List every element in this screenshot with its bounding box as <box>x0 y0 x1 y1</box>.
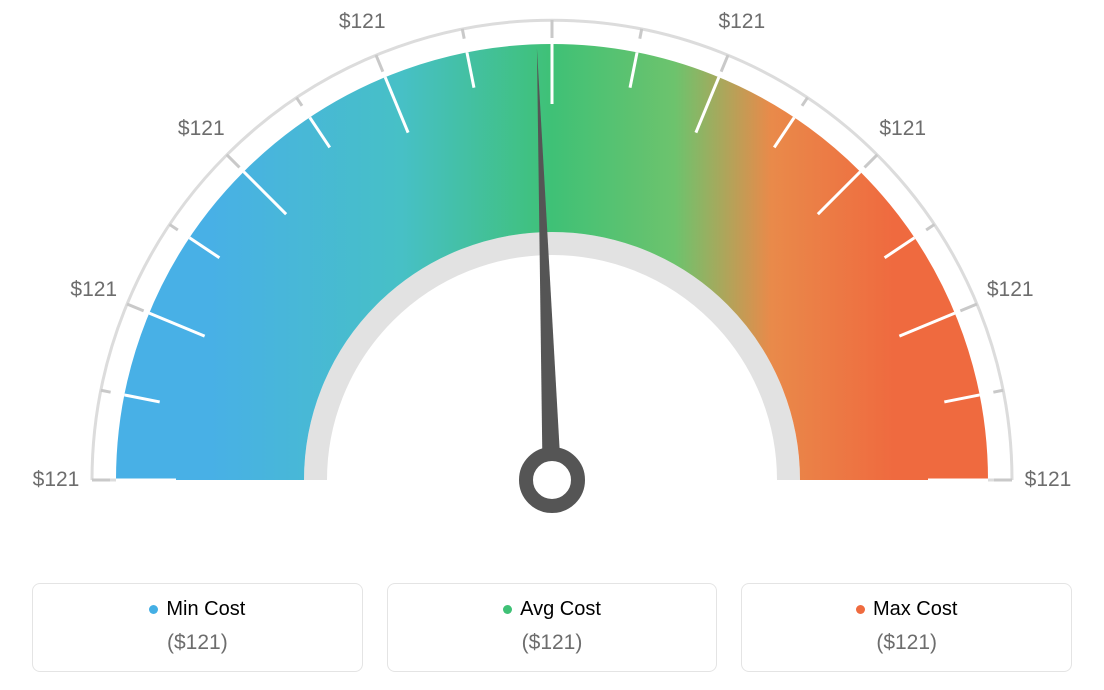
legend-label: Avg Cost <box>520 598 601 621</box>
gauge-tick-label: $121 <box>70 278 117 302</box>
legend-card-avg: Avg Cost ($121) <box>387 583 718 672</box>
legend-label: Max Cost <box>873 598 957 621</box>
legend-title-min: Min Cost <box>149 598 245 621</box>
gauge-tick-label: $121 <box>178 117 225 141</box>
gauge-svg <box>0 0 1104 570</box>
legend-title-avg: Avg Cost <box>503 598 601 621</box>
dot-icon <box>503 605 512 614</box>
legend-value: ($121) <box>742 631 1071 655</box>
legend-row: Min Cost ($121) Avg Cost ($121) Max Cost… <box>32 583 1072 672</box>
legend-label: Min Cost <box>166 598 245 621</box>
gauge-tick-label: $121 <box>33 468 80 492</box>
gauge-tick-label: $121 <box>879 117 926 141</box>
gauge-tick-label: $121 <box>339 10 386 34</box>
gauge-tick-label: $121 <box>718 10 765 34</box>
dot-icon <box>856 605 865 614</box>
gauge-chart: $121$121$121$121$121$121$121$121$121 <box>0 0 1104 570</box>
legend-title-max: Max Cost <box>856 598 957 621</box>
gauge-tick-label: $121 <box>987 278 1034 302</box>
gauge-tick-label: $121 <box>1025 468 1072 492</box>
legend-card-max: Max Cost ($121) <box>741 583 1072 672</box>
legend-value: ($121) <box>388 631 717 655</box>
dot-icon <box>149 605 158 614</box>
legend-value: ($121) <box>33 631 362 655</box>
legend-card-min: Min Cost ($121) <box>32 583 363 672</box>
